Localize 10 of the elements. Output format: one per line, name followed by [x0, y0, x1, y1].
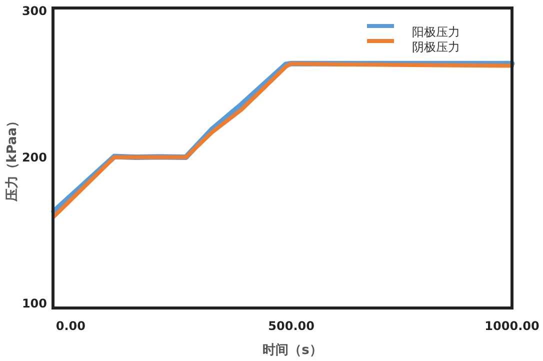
- y-tick-label: 100: [22, 296, 47, 311]
- y-tick-label: 300: [22, 4, 47, 18]
- x-axis-title: 时间（s）: [262, 343, 322, 358]
- x-tick-label: 0.00: [56, 319, 86, 333]
- x-tick-label: 500.00: [268, 319, 314, 333]
- x-tick-label: 1000.00: [484, 319, 540, 333]
- legend-label: 阳极压力: [412, 25, 460, 39]
- y-tick-label: 200: [22, 150, 47, 164]
- legend-label: 阴极压力: [412, 40, 460, 54]
- y-axis-title: 压力（kPaa）: [5, 114, 20, 203]
